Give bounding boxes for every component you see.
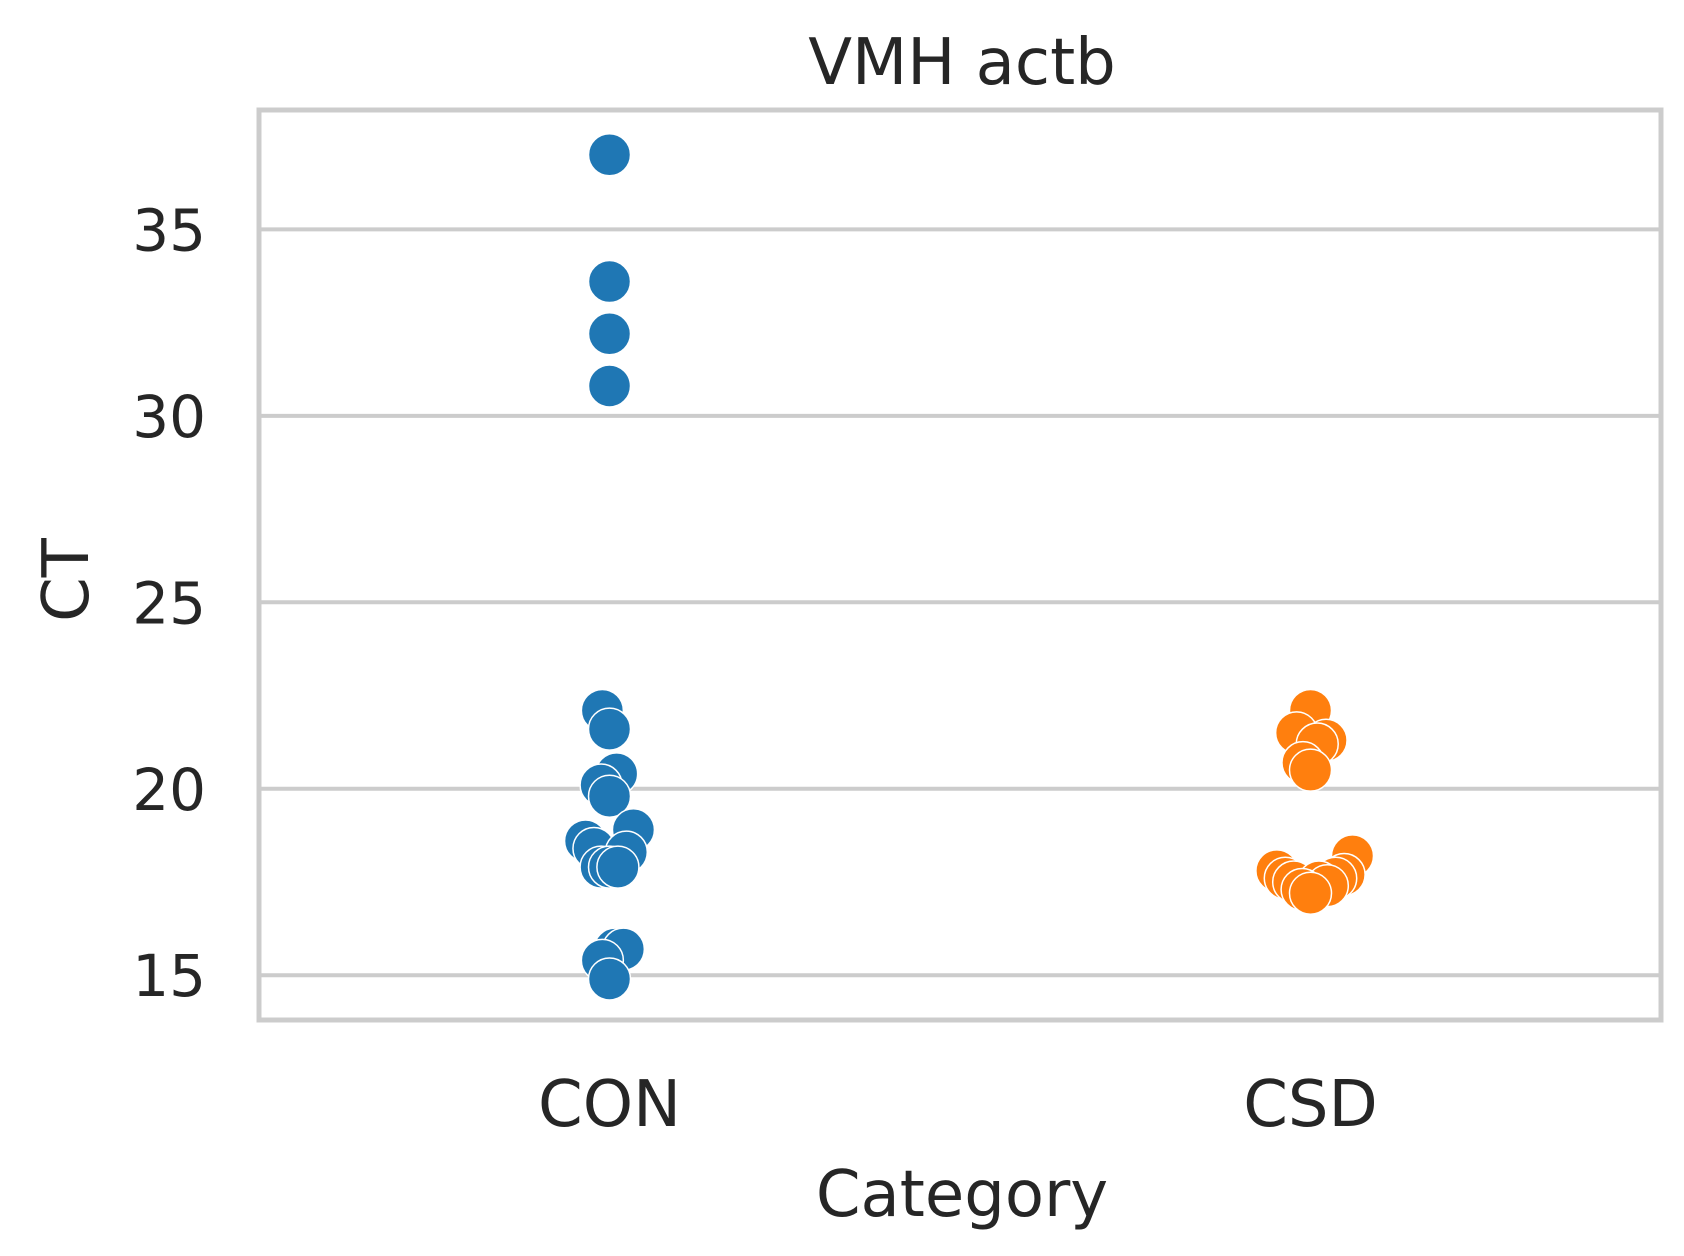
plot-frame [256, 107, 1664, 1023]
x-tick-label: CON [538, 1068, 681, 1142]
y-axis-label: CT [30, 537, 104, 622]
data-point-csd [1288, 748, 1333, 792]
y-tick-label: 20 [132, 756, 206, 824]
chart-title: VMH actb [808, 26, 1116, 100]
data-point-con [587, 133, 632, 177]
data-point-con [587, 957, 632, 1001]
y-tick-label: 35 [132, 196, 206, 264]
data-point-csd [1288, 871, 1333, 915]
y-tick-label: 15 [132, 942, 206, 1010]
data-point-con [596, 845, 640, 889]
y-tick-label: 25 [132, 569, 206, 637]
data-point-con [587, 707, 632, 751]
x-tick-labels: CON CSD [538, 1068, 1378, 1142]
x-axis-label: Category [816, 1158, 1108, 1232]
data-point-con [587, 774, 632, 818]
data-point-con [587, 364, 632, 408]
x-tick-label: CSD [1243, 1068, 1378, 1142]
data-point-con [587, 259, 632, 304]
gridlines [259, 227, 1661, 978]
data-points [563, 133, 1375, 1001]
y-tick-label: 30 [132, 383, 206, 451]
y-tick-labels: 15 20 25 30 35 [132, 196, 206, 1010]
data-point-con [587, 312, 632, 356]
